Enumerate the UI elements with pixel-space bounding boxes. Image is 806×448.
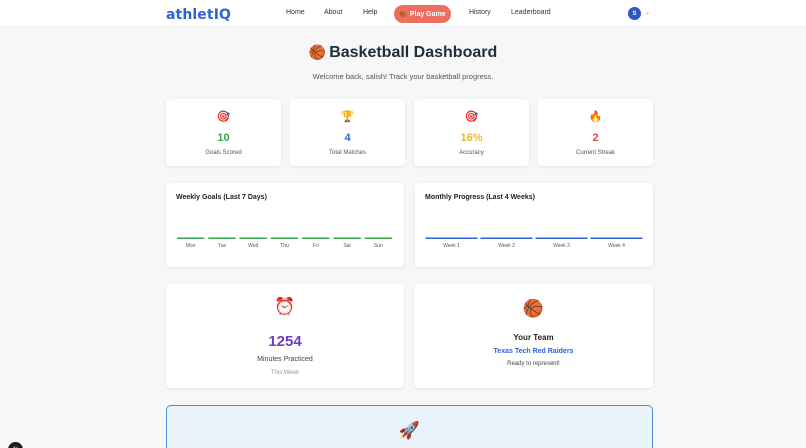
weekly-goals-title: Weekly Goals (Last 7 Days) (176, 194, 267, 201)
fire-icon: 🔥 (588, 111, 603, 123)
nav-link-history[interactable]: History (469, 9, 491, 16)
minutes-label: Minutes Practiced (257, 356, 313, 363)
top-navbar: athletIQ Home About Help 🏀 Play Game His… (0, 0, 806, 27)
floating-action-icon[interactable]: N (8, 442, 23, 448)
chart-tick-label: Week 3 (553, 243, 570, 249)
monthly-progress-chart: Week 1 Week 2 Week 3 Week 4 (425, 237, 643, 249)
chart-bar (302, 237, 330, 239)
weekly-goals-card: Weekly Goals (Last 7 Days) Mon Tue Wed Thu F… (166, 183, 404, 267)
promo-banner: 🚀 (166, 405, 653, 448)
nav-link-leaderboard[interactable]: Leaderboard (511, 9, 551, 16)
nav-link-about[interactable]: About (324, 9, 343, 16)
stat-card-goals: 🎯 10 Goals Scored (166, 99, 281, 166)
chart-tick-label: Wed (248, 243, 258, 249)
minutes-practiced-card: ⏰ 1254 Minutes Practiced This Week (166, 284, 404, 388)
monthly-progress-card: Monthly Progress (Last 4 Weeks) Week 1 We… (415, 183, 653, 267)
target-icon: 🎯 (216, 111, 231, 123)
team-name[interactable]: Texas Tech Red Raiders (493, 348, 574, 355)
stat-label: Goals Scored (205, 150, 242, 156)
chart-bar (333, 237, 361, 239)
chart-bar (177, 237, 205, 239)
nav-link-home[interactable]: Home (286, 9, 305, 16)
chart-tick-label: Week 1 (443, 243, 460, 249)
stat-value: 10 (217, 132, 230, 144)
trophy-icon: 🏆 (340, 111, 355, 123)
stat-label: Total Matches (328, 150, 367, 156)
stat-card-matches: 🏆 4 Total Matches (290, 99, 405, 166)
user-avatar[interactable]: S (628, 7, 641, 20)
stat-value: 4 (344, 132, 351, 144)
minutes-value: 1254 (268, 333, 302, 350)
monthly-progress-title: Monthly Progress (Last 4 Weeks) (425, 194, 535, 201)
stat-label: Current Streak (575, 150, 615, 156)
rocket-icon: 🚀 (398, 421, 421, 440)
play-game-button[interactable]: 🏀 Play Game (394, 5, 451, 23)
chart-tick-label: Tue (218, 243, 227, 249)
page-title: 🏀 Basketball Dashboard (0, 44, 806, 62)
chart-bar (535, 237, 588, 239)
chart-bar (425, 237, 478, 239)
stat-card-accuracy: 🎯 16% Accuracy (414, 99, 529, 166)
stat-value: 16% (460, 132, 483, 144)
chevron-down-icon[interactable]: ⌄ (645, 10, 651, 16)
chart-tick-label: Week 4 (608, 243, 625, 249)
team-subtitle: Ready to represent! (507, 361, 560, 367)
welcome-subtitle: Welcome back, salish! Track your basketb… (312, 72, 494, 81)
weekly-goals-chart: Mon Tue Wed Thu Fri Sat Sun (177, 237, 392, 249)
chart-bar (239, 237, 267, 239)
chart-tick-label: Fri (313, 243, 319, 249)
nav-link-help[interactable]: Help (363, 9, 378, 16)
chart-bar (208, 237, 236, 239)
play-game-label: Play Game (409, 10, 446, 18)
chart-bar (270, 237, 299, 239)
target-icon: 🎯 (464, 111, 479, 123)
basketball-icon: 🏀 (522, 299, 545, 318)
team-heading: Your Team (513, 333, 554, 342)
basketball-icon: 🏀 (399, 11, 407, 18)
chart-tick-label: Mon (186, 243, 196, 249)
chart-bar (480, 237, 533, 239)
chart-bar (590, 237, 643, 239)
alarm-clock-icon: ⏰ (274, 297, 296, 316)
chart-tick-label: Thu (280, 243, 289, 249)
minutes-period: This Week (270, 370, 300, 376)
chart-tick-label: Sat (343, 243, 351, 249)
team-card: 🏀 Your Team Texas Tech Red Raiders Ready… (414, 284, 653, 388)
chart-tick-label: Sun (374, 243, 383, 249)
chart-bar (364, 237, 392, 239)
stat-label: Accuracy (459, 150, 484, 156)
stat-value: 2 (592, 132, 599, 144)
page-title-text: Basketball Dashboard (329, 44, 498, 61)
chart-tick-label: Week 2 (498, 243, 515, 249)
basketball-icon: 🏀 (308, 44, 327, 60)
stat-card-streak: 🔥 2 Current Streak (538, 99, 653, 166)
app-logo[interactable]: athletIQ (166, 7, 232, 23)
